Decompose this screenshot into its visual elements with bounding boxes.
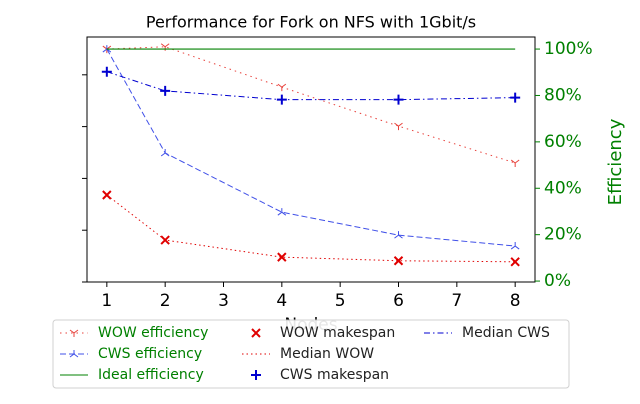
x-tick-label: 2 <box>160 291 171 311</box>
marker <box>277 252 287 262</box>
legend-item: Ideal efficiency <box>60 367 204 383</box>
marker <box>510 242 520 250</box>
x-tick-label: 4 <box>276 291 287 311</box>
series-line <box>106 194 516 263</box>
legend-item: Median WOW <box>242 346 374 362</box>
marker <box>160 85 171 96</box>
y2-tick-label: 20% <box>544 225 582 245</box>
legend-label: Median WOW <box>280 346 374 362</box>
marker <box>394 231 403 239</box>
y2-tick-label: 100% <box>544 39 593 59</box>
marker <box>102 190 112 200</box>
legend-label: WOW efficiency <box>98 325 208 341</box>
legend-item: WOW makespan <box>251 325 395 341</box>
legend-box <box>52 319 570 389</box>
x-tick-label: 1 <box>101 291 112 311</box>
legend-label: CWS makespan <box>280 367 389 383</box>
x-tick-label: 8 <box>510 291 521 311</box>
marker <box>510 257 520 267</box>
legend-marker <box>69 350 79 358</box>
x-tick-label: 6 <box>393 291 404 311</box>
x-tick-label: 3 <box>218 291 229 311</box>
legend-item: WOW efficiency <box>60 325 208 341</box>
y2-tick-label: 60% <box>544 132 582 152</box>
y2-tick-label: 80% <box>544 85 582 105</box>
marker <box>277 83 287 92</box>
plot-frame <box>86 36 536 283</box>
legend-item: CWS makespan <box>251 367 389 383</box>
chart-title: Performance for Fork on NFS with 1Gbit/s <box>146 13 476 32</box>
marker <box>101 66 112 77</box>
marker <box>160 235 170 245</box>
legend-item: CWS efficiency <box>60 346 202 362</box>
legend-item: Median CWS <box>424 325 550 341</box>
marker <box>510 159 520 167</box>
marker <box>277 208 287 216</box>
x-tick-label: 5 <box>335 291 346 311</box>
y2-tick-label: 0% <box>544 271 571 291</box>
legend-marker <box>69 329 79 337</box>
x-tick-label: 7 <box>451 291 462 311</box>
marker <box>160 149 170 157</box>
series-line <box>106 46 516 164</box>
legend-label: Median CWS <box>462 325 550 341</box>
y2-tick-label: 40% <box>544 178 582 198</box>
legend-marker <box>251 328 261 338</box>
series-line <box>106 48 516 247</box>
legend-label: Ideal efficiency <box>98 367 204 383</box>
legend-label: CWS efficiency <box>98 346 202 362</box>
marker <box>393 256 404 266</box>
legend-marker <box>251 370 261 380</box>
marker <box>394 122 403 131</box>
series-line <box>106 71 516 101</box>
y2-axis-label: Efficiency <box>605 118 626 205</box>
legend-label: WOW makespan <box>280 325 395 341</box>
